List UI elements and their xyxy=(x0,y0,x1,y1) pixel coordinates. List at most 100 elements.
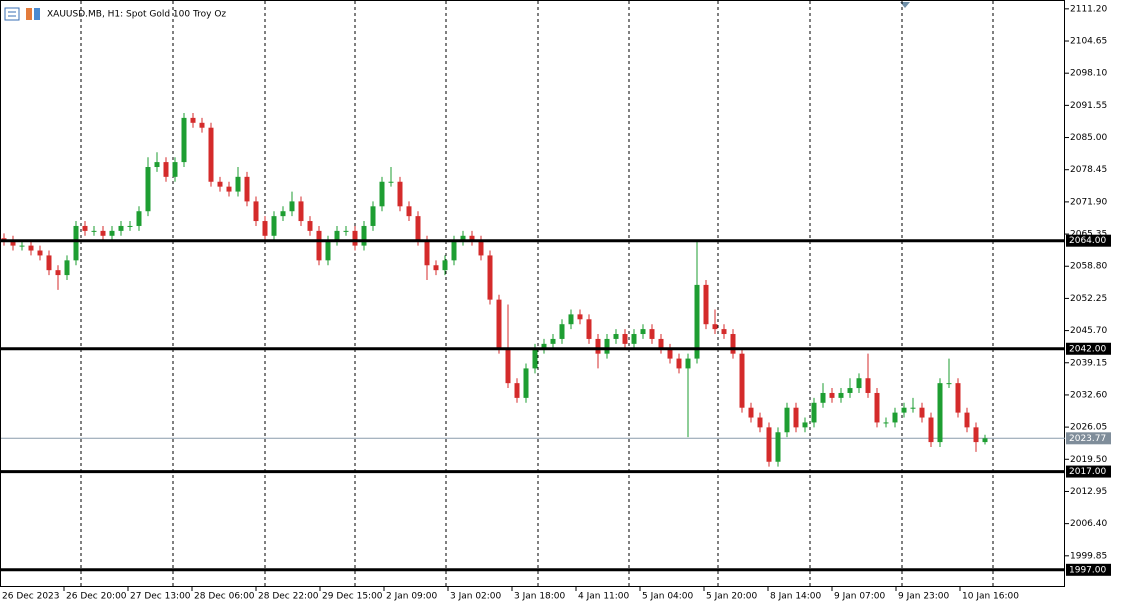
candle-body xyxy=(217,181,223,187)
level-label: 2064.00 xyxy=(1069,236,1106,246)
x-tick-label: 9 Jan 23:00 xyxy=(898,592,950,602)
candle-body xyxy=(199,122,205,128)
candle-body xyxy=(577,314,583,320)
candle-body xyxy=(604,338,610,354)
y-tick-label: 2098.10 xyxy=(1070,69,1107,79)
x-tick-label: 3 Jan 18:00 xyxy=(514,592,566,602)
candle-body xyxy=(388,181,394,183)
y-tick-label: 2045.70 xyxy=(1070,326,1107,336)
y-tick-label: 2032.60 xyxy=(1070,390,1107,400)
candle-body xyxy=(64,260,70,276)
candle-body xyxy=(451,240,457,261)
symbol-icon[interactable] xyxy=(26,8,32,20)
candle-body xyxy=(487,255,493,300)
candle-body xyxy=(37,250,43,256)
candle-body xyxy=(730,334,736,354)
x-tick-label: 26 Dec 2023 xyxy=(2,592,60,602)
candle-body xyxy=(514,383,520,398)
candle-body xyxy=(505,348,511,384)
x-tick-label: 4 Jan 11:00 xyxy=(578,592,630,602)
candle-body xyxy=(145,167,151,212)
y-tick-label: 2104.65 xyxy=(1070,37,1107,47)
candle-body xyxy=(532,348,538,369)
chart-title: XAUUSD.MB, H1: Spot Gold 100 Troy Oz xyxy=(47,10,226,20)
x-tick-label: 2 Jan 09:00 xyxy=(386,592,438,602)
candle-body xyxy=(226,186,232,192)
candle-body xyxy=(334,230,340,241)
x-tick-label: 3 Jan 02:00 xyxy=(450,592,502,602)
candle-body xyxy=(406,206,412,217)
candle-body xyxy=(127,225,133,227)
candle-body xyxy=(262,221,268,236)
candle-body xyxy=(91,230,97,232)
x-tick-label: 27 Dec 13:00 xyxy=(130,592,191,602)
candle-body xyxy=(631,334,637,344)
candle-body xyxy=(847,388,853,393)
candle-body xyxy=(676,358,682,369)
candle-body xyxy=(55,270,61,276)
x-tick-label: 5 Jan 04:00 xyxy=(642,592,694,602)
candle-body xyxy=(721,329,727,335)
candle-body xyxy=(658,338,664,349)
candle-body xyxy=(496,299,502,349)
level-label: 2042.00 xyxy=(1069,344,1106,354)
candle-body xyxy=(802,422,808,428)
x-tick-label: 28 Dec 06:00 xyxy=(194,592,255,602)
candle-body xyxy=(964,412,970,428)
candle-body xyxy=(208,127,214,182)
candle-body xyxy=(883,422,889,424)
candle-body xyxy=(685,358,691,369)
candle-body xyxy=(811,402,817,423)
candle-body xyxy=(370,206,376,226)
x-tick-label: 8 Jan 14:00 xyxy=(770,592,822,602)
candle-body xyxy=(352,230,358,246)
candle-body xyxy=(181,117,187,163)
candle-body xyxy=(244,176,250,202)
y-tick-label: 2006.40 xyxy=(1070,519,1107,529)
candle-body xyxy=(595,338,601,354)
x-tick-label: 9 Jan 07:00 xyxy=(834,592,886,602)
candle-body xyxy=(586,319,592,339)
candle-body xyxy=(946,383,952,385)
candle-body xyxy=(784,407,790,433)
candle-body xyxy=(973,427,979,443)
candle-body xyxy=(28,245,34,251)
level-box xyxy=(1066,465,1111,478)
candle-body xyxy=(793,407,799,428)
candle-body xyxy=(271,216,277,236)
candle-body xyxy=(523,368,529,398)
candle-body xyxy=(550,338,556,344)
x-tick-label: 29 Dec 15:00 xyxy=(322,592,383,602)
candle-body xyxy=(280,211,286,217)
y-tick-label: 2078.45 xyxy=(1070,165,1107,175)
header-icons xyxy=(4,7,40,21)
candle-body xyxy=(982,438,988,443)
candle-body xyxy=(253,201,259,222)
y-tick-label: 1999.85 xyxy=(1070,551,1107,561)
candle-body xyxy=(109,230,115,236)
candle-body xyxy=(874,392,880,423)
y-tick-label: 2026.05 xyxy=(1070,423,1107,433)
candle-body xyxy=(163,162,169,177)
candle-body xyxy=(235,176,241,192)
candle-body xyxy=(937,383,943,443)
level-box xyxy=(1066,342,1111,355)
candle-body xyxy=(568,314,574,325)
candle-body xyxy=(46,255,52,271)
candle-body xyxy=(640,329,646,335)
candle-body xyxy=(766,427,772,462)
menu-icon[interactable] xyxy=(4,7,20,21)
y-tick-label: 2058.80 xyxy=(1070,262,1107,272)
candle-body xyxy=(712,324,718,330)
candle-body xyxy=(622,334,628,344)
candle-body xyxy=(100,230,106,236)
candle-body xyxy=(541,343,547,349)
candle-body xyxy=(298,201,304,222)
candle-body xyxy=(10,240,16,246)
y-tick-label: 2071.90 xyxy=(1070,197,1107,207)
symbol-icon xyxy=(34,8,40,20)
candle-body xyxy=(820,392,826,403)
y-tick-label: 2012.95 xyxy=(1070,487,1107,497)
candle-body xyxy=(856,378,862,389)
candle-body xyxy=(190,117,196,123)
